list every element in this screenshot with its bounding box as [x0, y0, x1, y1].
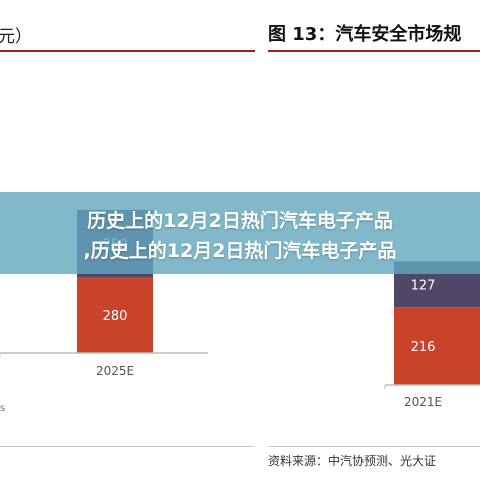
- right-bar-chart: 216 127 2021E: [384, 261, 480, 409]
- right-bar-value-label-2: 127: [411, 278, 436, 293]
- title-overlay-banner: 历史上的12月2日热门汽车电子产品 ,历史上的12月2日热门汽车电子产品: [0, 192, 480, 274]
- left-title-rule: [0, 50, 255, 52]
- left-chart-title: 元）: [0, 27, 32, 47]
- left-bottom-rule: [0, 446, 255, 447]
- right-bar-value-label-1: 216: [411, 340, 436, 355]
- banner-line-2: ,历史上的12月2日热门汽车电子产品: [83, 240, 397, 262]
- left-category-label: 2025E: [96, 364, 134, 378]
- right-category-label: 2021E: [404, 395, 442, 409]
- source-rule: [268, 446, 480, 447]
- right-bar-segment-1: [394, 307, 480, 385]
- banner-line-1: 历史上的12月2日热门汽车电子产品: [87, 210, 393, 232]
- left-bar-value-label-1: 280: [103, 309, 128, 324]
- right-chart-title: 图 13：汽车安全市场规: [268, 24, 462, 45]
- left-bar-segment-1: [77, 277, 153, 353]
- right-title-rule: [268, 50, 480, 52]
- left-footnote-mark: s: [0, 403, 6, 414]
- source-note: 资料来源：中汽协预测、光大证: [268, 454, 437, 468]
